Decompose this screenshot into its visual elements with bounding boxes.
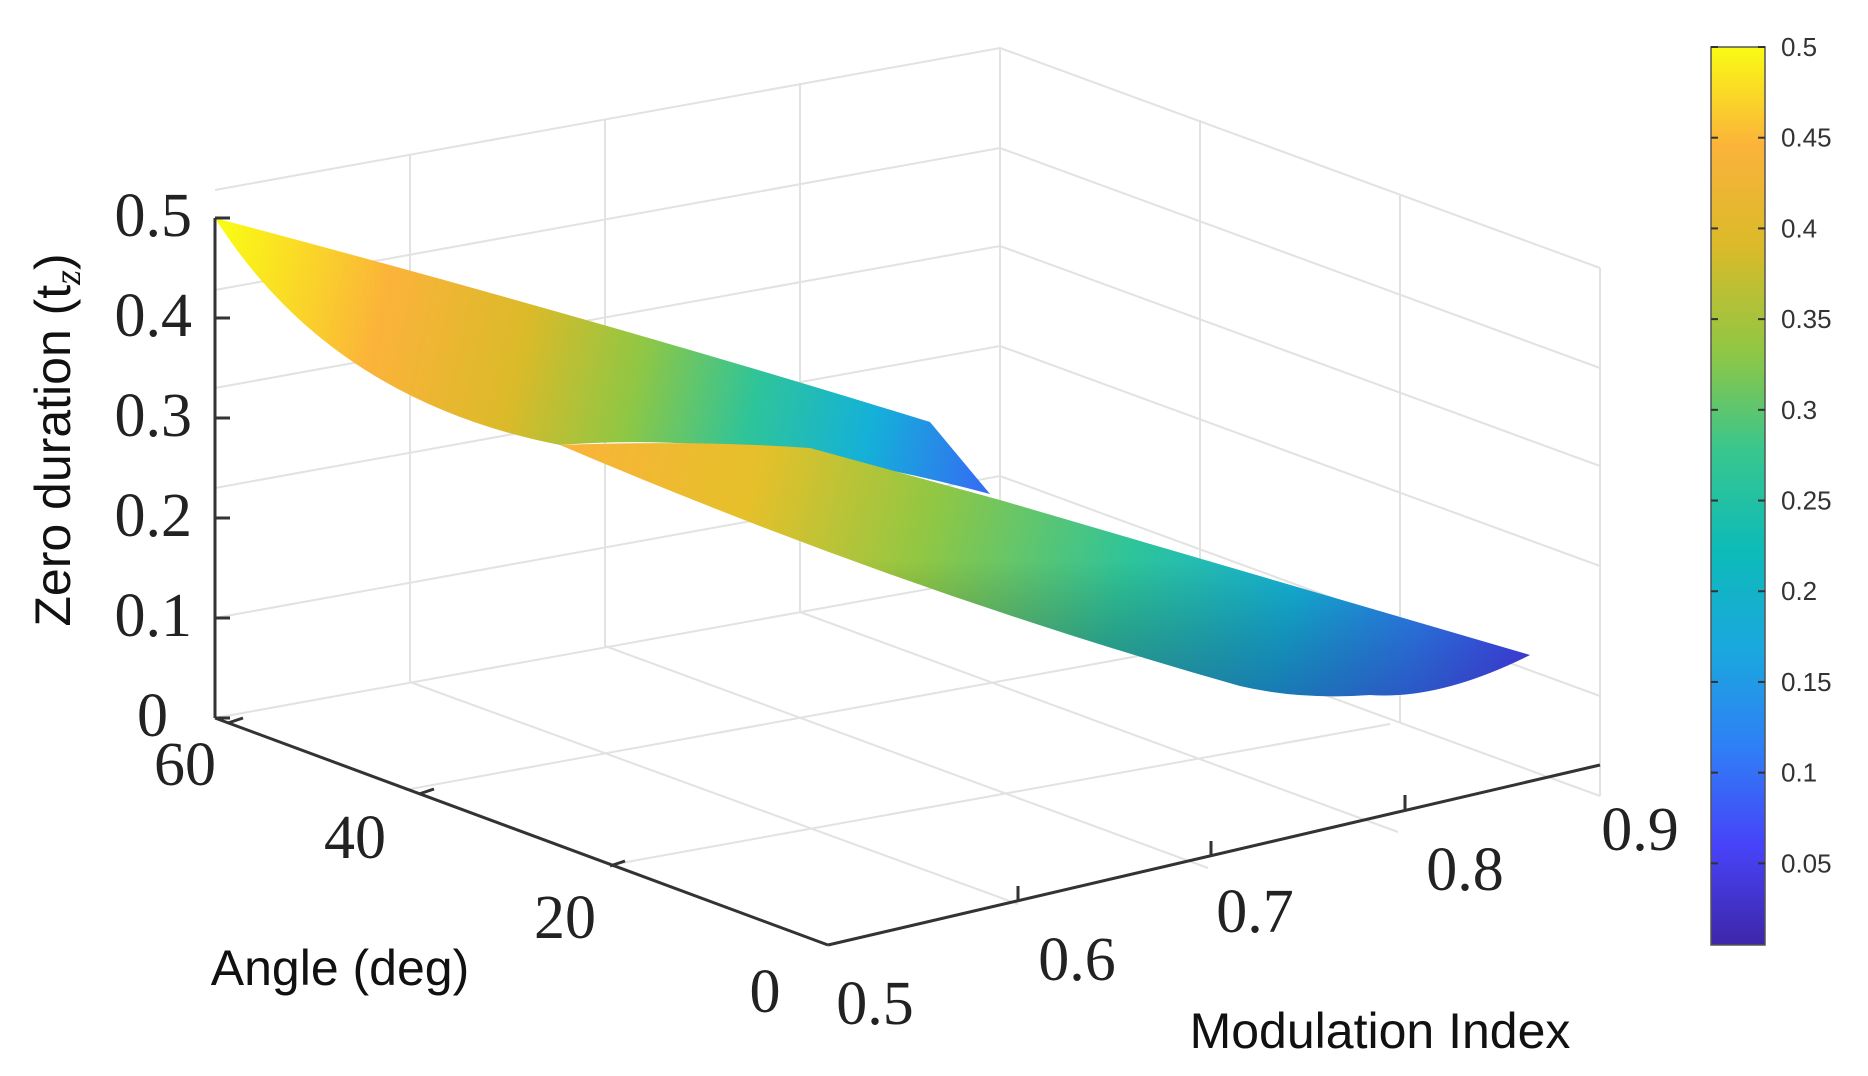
y-tick-mark	[418, 787, 435, 796]
y-tick-label: 20	[534, 884, 596, 952]
z-tick-label: 0.1	[115, 582, 193, 650]
colorbar-tick-label: 0.35	[1781, 304, 1832, 334]
z-tick-label: 0.3	[115, 382, 193, 450]
z-tick-label: 0.2	[115, 482, 193, 550]
y-axis-label: Angle (deg)	[211, 940, 470, 996]
colorbar-ticks: 0.05 0.1 0.15 0.2 0.25 0.3 0.35 0.4 0.45 0.5	[1711, 32, 1832, 878]
surface	[215, 218, 1530, 697]
z-tick-label: 0.5	[115, 182, 193, 250]
x-axis-line	[827, 763, 1601, 947]
z-tick-label: 0.4	[115, 282, 193, 350]
x-tick-label: 0.7	[1216, 878, 1294, 946]
colorbar-tick-label: 0.4	[1781, 213, 1817, 243]
surface-shading	[560, 443, 1530, 697]
colorbar-tick-label: 0.05	[1781, 848, 1832, 878]
colorbar-tick-label: 0.5	[1781, 32, 1817, 62]
colorbar-tick-label: 0.2	[1781, 576, 1817, 606]
colorbar-gradient	[1710, 46, 1766, 946]
surface-region-angle-30-60	[215, 218, 990, 494]
colorbar-tick-label: 0.15	[1781, 667, 1832, 697]
colorbar-tick-label: 0.45	[1781, 123, 1832, 153]
y-ticks: 60 40 20 0	[154, 716, 781, 1026]
z-axis-label: Zero duration (tz)	[25, 253, 89, 626]
colorbar-tick-label: 0.25	[1781, 486, 1832, 516]
z-ticks: 0 0.1 0.2 0.3 0.4 0.5	[115, 182, 230, 750]
x-tick-label: 0.5	[836, 970, 914, 1038]
x-axis-label: Modulation Index	[1190, 1003, 1571, 1059]
axes	[213, 218, 1601, 947]
y-axis-line	[214, 716, 829, 947]
y-tick-label: 60	[154, 731, 216, 799]
y-tick-mark	[609, 859, 626, 868]
x-tick-label: 0.9	[1601, 796, 1679, 864]
x-tick-label: 0.8	[1426, 836, 1504, 904]
colorbar-tick-label: 0.1	[1781, 758, 1817, 788]
y-tick-mark	[227, 716, 244, 725]
y-tick-label: 40	[324, 804, 386, 872]
colorbar: 0.05 0.1 0.15 0.2 0.25 0.3 0.35 0.4 0.45 0.5	[1710, 32, 1832, 946]
x-ticks: 0.5 0.6 0.7 0.8 0.9	[836, 795, 1679, 1038]
z-tick-label: 0	[137, 682, 168, 750]
colorbar-tick-label: 0.3	[1781, 395, 1817, 425]
x-tick-label: 0.6	[1038, 926, 1116, 994]
y-tick-label: 0	[750, 958, 781, 1026]
